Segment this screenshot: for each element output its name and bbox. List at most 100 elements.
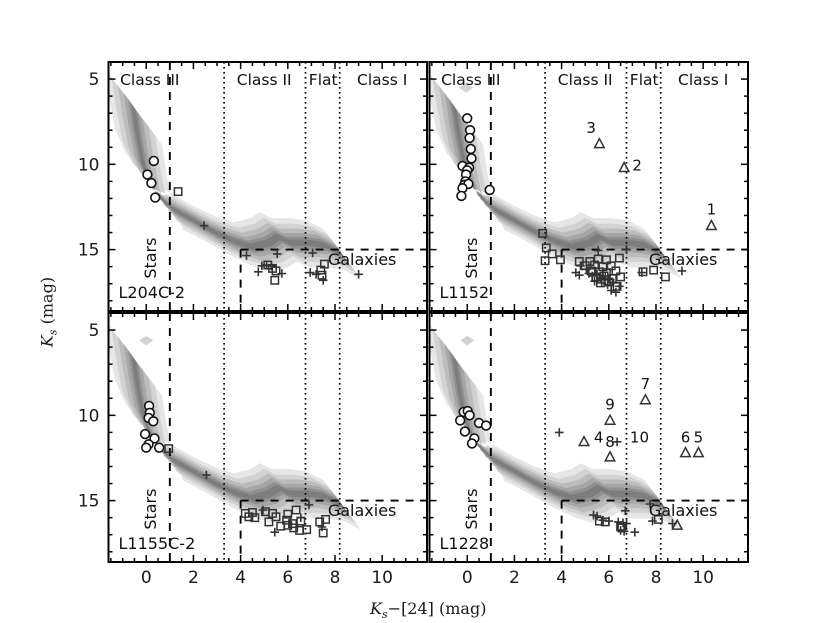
data-point-square — [660, 272, 670, 282]
data-point-triangle — [692, 445, 705, 458]
region-label-galaxies: Galaxies — [328, 501, 397, 520]
data-point-plus — [242, 251, 251, 260]
density-contour-level-2 — [111, 77, 357, 273]
data-point-circle — [484, 184, 495, 196]
data-point-triangle — [639, 393, 652, 405]
data-point-square — [250, 513, 260, 523]
data-point-plus — [296, 513, 306, 522]
data-point-plus — [588, 271, 597, 281]
data-point-plus — [645, 499, 655, 509]
data-point-triangle — [593, 137, 606, 149]
data-point-plus — [612, 437, 622, 447]
data-point-triangle — [705, 218, 718, 231]
data-point-plus — [603, 280, 612, 289]
data-point-circle — [480, 420, 492, 431]
data-point-triangle — [671, 518, 684, 530]
density-contour-speck — [139, 336, 154, 346]
x-tick-label: 10 — [692, 568, 714, 588]
data-point-circle — [459, 426, 471, 437]
data-point-square — [317, 270, 327, 280]
data-point-circle — [149, 433, 160, 444]
y-tick-label: 5 — [89, 321, 100, 341]
data-point-square — [283, 520, 293, 530]
panel-cloud-name: L204C-2 — [119, 283, 186, 302]
data-point-square — [318, 528, 328, 538]
data-point-plus — [596, 273, 605, 282]
panel-cloud-name: L1152 — [440, 283, 490, 302]
data-point-circle — [464, 410, 475, 421]
x-tick-label: 6 — [603, 568, 614, 588]
data-point-circle — [456, 190, 467, 202]
data-point-triangle — [603, 450, 617, 462]
x-tick-label: 4 — [556, 568, 567, 588]
data-point-circle — [139, 428, 151, 440]
data-point-plus — [305, 268, 315, 277]
data-point-triangle — [577, 435, 591, 447]
series-plus — [555, 428, 677, 537]
data-point-square — [164, 444, 174, 454]
region-label-flat: Flat — [630, 71, 659, 89]
region-label-flat: Flat — [309, 71, 338, 89]
data-point-plus — [311, 270, 321, 279]
series-circles — [139, 400, 165, 453]
panel-l204c-2: Class III Class II Flat Class I Stars Galaxie… — [107, 61, 428, 312]
data-point-circle — [154, 442, 165, 453]
data-point-square — [264, 517, 274, 527]
data-point-plus — [254, 267, 263, 277]
region-label-class-iii: Class III — [441, 71, 500, 89]
data-point-square — [538, 228, 548, 238]
series-plus — [199, 221, 363, 285]
data-point-plus — [609, 278, 618, 288]
region-label-galaxies: Galaxies — [328, 250, 397, 269]
panel-cloud-name: L1155C-2 — [119, 534, 196, 553]
data-point-plus — [555, 428, 564, 437]
data-point-plus — [277, 269, 287, 278]
data-point-plus — [317, 522, 327, 532]
data-point-square — [653, 514, 663, 524]
region-label-class-i: Class I — [678, 71, 728, 89]
source-number-label: 10 — [630, 429, 649, 447]
region-label-class-ii: Class II — [237, 71, 292, 89]
data-point-plus — [270, 527, 280, 537]
source-number-label: 6 — [681, 429, 691, 447]
region-label-class-ii: Class II — [558, 71, 613, 89]
region-label-stars: Stars — [141, 489, 160, 530]
panel-content: Class III Class II Flat Class I Stars Galaxie… — [108, 62, 427, 311]
data-point-plus — [597, 278, 606, 288]
panel-l1152: 3 2 1 Class III Class II Flat Class I Stars Gala… — [428, 61, 749, 312]
data-point-square — [606, 261, 616, 271]
region-label-stars: Stars — [141, 238, 160, 279]
panel-frame — [428, 312, 749, 563]
data-point-plus — [630, 527, 640, 537]
data-point-plus — [576, 261, 585, 271]
x-tick-label: 10 — [371, 568, 393, 588]
region-label-stars: Stars — [462, 238, 481, 279]
y-tick-label: 10 — [78, 155, 100, 175]
x-tick-label: 2 — [188, 568, 199, 588]
data-point-square — [555, 255, 565, 265]
series-triangles — [577, 393, 705, 530]
data-point-circle — [462, 113, 473, 124]
data-point-square — [283, 509, 293, 519]
source-number-label: 9 — [605, 395, 615, 413]
data-point-plus — [637, 268, 647, 277]
series-plus — [571, 245, 687, 297]
data-point-circle — [466, 438, 478, 449]
data-point-square — [614, 253, 624, 263]
x-tick-label: 0 — [141, 568, 152, 588]
data-point-square — [302, 525, 312, 535]
data-point-circle — [465, 143, 476, 155]
series-plus — [202, 470, 327, 537]
panel-ticks — [108, 313, 427, 562]
source-number-label: 3 — [586, 119, 596, 137]
data-point-circle — [142, 169, 153, 180]
panel-frame — [107, 61, 428, 312]
data-point-plus — [590, 276, 599, 286]
data-point-plus — [593, 246, 603, 255]
data-point-circle — [464, 132, 475, 144]
data-point-square — [271, 266, 281, 276]
y-axis-title: Ks (mag) — [38, 277, 60, 348]
data-point-circle — [150, 192, 161, 203]
